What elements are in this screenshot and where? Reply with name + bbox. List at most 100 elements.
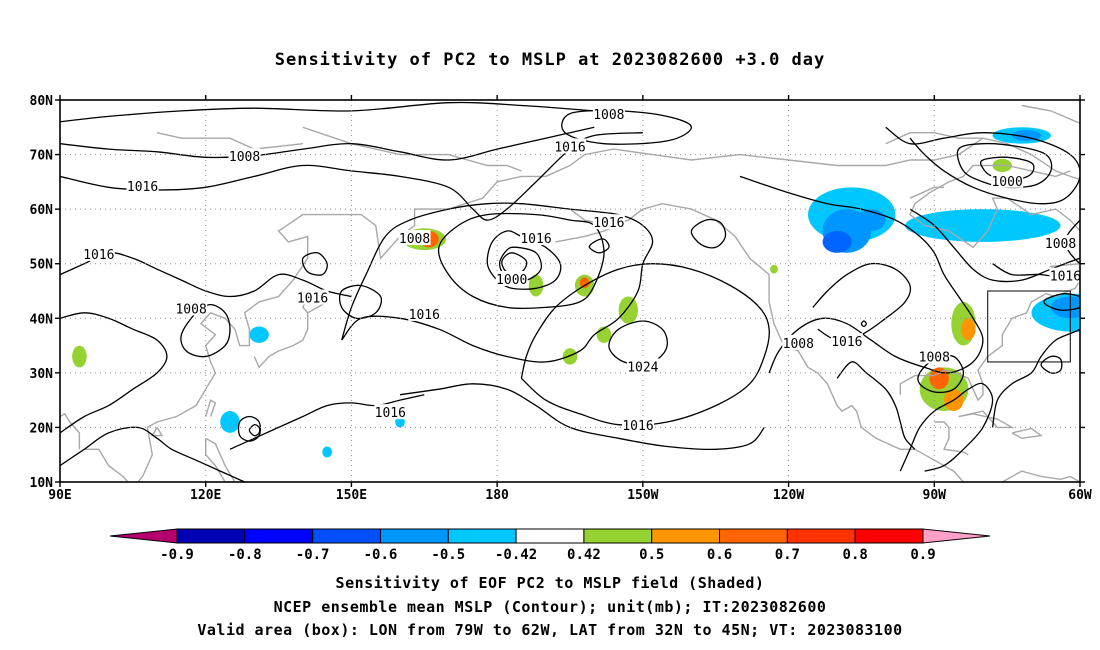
mslp-contour xyxy=(60,126,595,161)
coastline xyxy=(885,132,983,145)
mslp-contour xyxy=(1043,293,1080,311)
coastline xyxy=(1001,470,1080,482)
mslp-contour xyxy=(338,284,383,320)
mslp-contour xyxy=(60,101,595,123)
lon-tick-label: 60W xyxy=(1068,488,1092,503)
mslp-contour xyxy=(486,230,562,290)
colorbar: -0.9 -0.8 -0.7 -0.6 -0.5 -0.42 0.42 0.5 0.6 0.7 0.… xyxy=(109,528,991,563)
colorbar-label: 0.5 xyxy=(639,547,664,563)
contour-label: 1008 xyxy=(783,337,814,352)
coastline xyxy=(60,412,81,450)
coastline xyxy=(958,410,1015,429)
colorbar-label: -0.6 xyxy=(364,547,398,563)
mslp-contour xyxy=(885,126,1080,205)
colorbar-swatch xyxy=(719,528,788,544)
contour-label-bg xyxy=(374,404,407,420)
mslp-contour xyxy=(690,218,727,249)
mslp-contour xyxy=(899,382,994,472)
colorbar-swatch xyxy=(515,528,585,544)
valid-area-box xyxy=(987,290,1071,363)
mslp-contour xyxy=(956,142,1053,189)
contour-label-bg xyxy=(782,334,815,350)
contour-label: 1008 xyxy=(1045,237,1076,252)
sensitivity-shade xyxy=(322,446,332,458)
sensitivity-shade xyxy=(770,264,778,274)
contour-label-bg xyxy=(175,300,208,316)
lon-tick-label: 120W xyxy=(773,488,804,503)
contour-label: 1016 xyxy=(127,180,158,195)
mslp-contour xyxy=(1040,355,1063,374)
colorbar-label: 0.9 xyxy=(910,547,935,563)
contour-label: 1016 xyxy=(622,419,653,434)
lon-tick-label: 90E xyxy=(48,488,71,503)
contour-label-bg xyxy=(82,245,115,261)
mslp-contour xyxy=(60,132,643,221)
contour-label: 1008 xyxy=(229,150,260,165)
contour-label-bg xyxy=(520,230,552,246)
colorbar-label: 0.8 xyxy=(843,547,868,563)
lon-tick-label: 180 xyxy=(485,488,509,503)
mslp-contour xyxy=(836,361,916,450)
plot-frame xyxy=(59,99,1081,483)
lat-tick-label: 70N xyxy=(30,149,54,164)
contour-label-bg xyxy=(228,148,261,164)
coastline xyxy=(909,186,944,199)
mslp-contour xyxy=(341,202,654,363)
lat-tick-label: 20N xyxy=(30,421,54,436)
lat-tick-label: 10N xyxy=(30,476,54,491)
sensitivity-shade xyxy=(395,416,405,428)
contour-label-bg xyxy=(495,270,528,286)
coastline xyxy=(205,399,217,417)
colorbar-label: -0.42 xyxy=(495,547,537,563)
lat-tick-label: 80N xyxy=(30,94,54,109)
coastline xyxy=(156,132,303,150)
lat-tick-label: 30N xyxy=(30,367,54,382)
contour-label: 1008 xyxy=(593,108,624,123)
mslp-contour xyxy=(437,212,605,310)
coastline xyxy=(982,104,1080,181)
mslp-contour xyxy=(520,263,770,426)
map-title: Sensitivity of PC2 to MSLP at 2023082600… xyxy=(274,50,826,70)
coastline xyxy=(84,137,984,482)
colorbar-label: -0.7 xyxy=(296,547,330,563)
mslp-contour xyxy=(229,394,425,450)
contour-label: 1008 xyxy=(175,302,206,317)
sensitivity-shade xyxy=(961,318,976,341)
contour-label-bg xyxy=(830,333,863,349)
contour-label: 1016 xyxy=(831,335,862,350)
colorbar-label: -0.9 xyxy=(160,547,194,563)
mslp-contour xyxy=(237,415,262,442)
sensitivity-map: 1008 1016 1008 1016 1000 1008 1016 1016 1000 1016… xyxy=(30,94,1092,503)
contour-label: 1016 xyxy=(520,232,551,247)
mslp-contour xyxy=(60,426,245,482)
lon-tick-label: 150W xyxy=(627,488,658,503)
lon-tick-label: 120E xyxy=(190,488,221,503)
contour-label-bg xyxy=(592,106,625,122)
sensitivity-shade xyxy=(72,345,87,368)
colorbar-swatch xyxy=(651,528,721,544)
colorbar-swatch xyxy=(176,528,246,544)
sensitivity-shade xyxy=(579,277,590,289)
colorbar-swatch xyxy=(854,528,924,544)
colorbar-swatch xyxy=(244,528,314,544)
mslp-contour xyxy=(739,175,984,374)
sensitivity-shade xyxy=(618,296,638,324)
colorbar-label: -0.5 xyxy=(431,547,465,563)
lon-tick-label: 90W xyxy=(923,488,947,503)
sensitivity-shade xyxy=(528,274,544,297)
contour-label: 1016 xyxy=(1050,270,1081,285)
mslp-contour xyxy=(991,263,1080,428)
colorbar-label: 0.6 xyxy=(707,547,732,563)
colorbar-swatch xyxy=(786,528,856,544)
caption-shading: Sensitivity of EOF PC2 to MSLP field (Sh… xyxy=(335,574,765,592)
colorbar-label: 0.42 xyxy=(567,547,601,563)
coastline xyxy=(205,437,236,482)
caption-contour: NCEP ensemble mean MSLP (Contour); unit(… xyxy=(273,598,827,616)
caption-valid-area: Valid area (box): LON from 79W to 62W, L… xyxy=(197,621,903,639)
colorbar-low-arrow xyxy=(109,528,178,544)
contour-label-bg xyxy=(626,358,659,374)
lat-tick-label: 60N xyxy=(30,203,54,218)
contour-label: 1016 xyxy=(83,248,114,263)
coastline xyxy=(899,164,1080,402)
coastline xyxy=(934,421,969,456)
